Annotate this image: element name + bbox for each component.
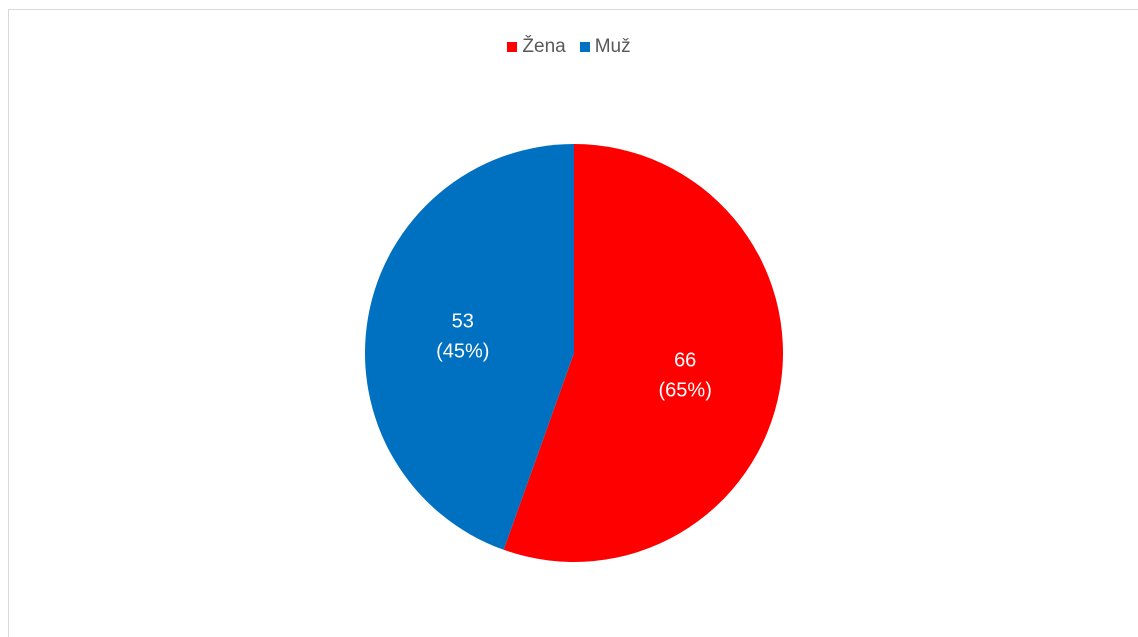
legend-label-zena: Žena [522, 36, 566, 57]
legend-item-muz: Muž [579, 36, 631, 58]
legend-label-muz: Muž [594, 36, 631, 57]
legend-swatch-zena [507, 42, 518, 52]
data-label-value-muz: 53 [452, 311, 474, 333]
legend: Žena Muž [0, 36, 1138, 58]
data-label-percent-zena: (65%) [659, 379, 712, 401]
pie-slice-zena [503, 144, 784, 562]
pie-slice-muz [365, 144, 574, 550]
data-label-value-zena: 66 [674, 349, 696, 371]
legend-item-zena: Žena [507, 36, 566, 58]
data-label-percent-muz: (45%) [436, 341, 489, 363]
legend-swatch-muz [579, 42, 590, 52]
